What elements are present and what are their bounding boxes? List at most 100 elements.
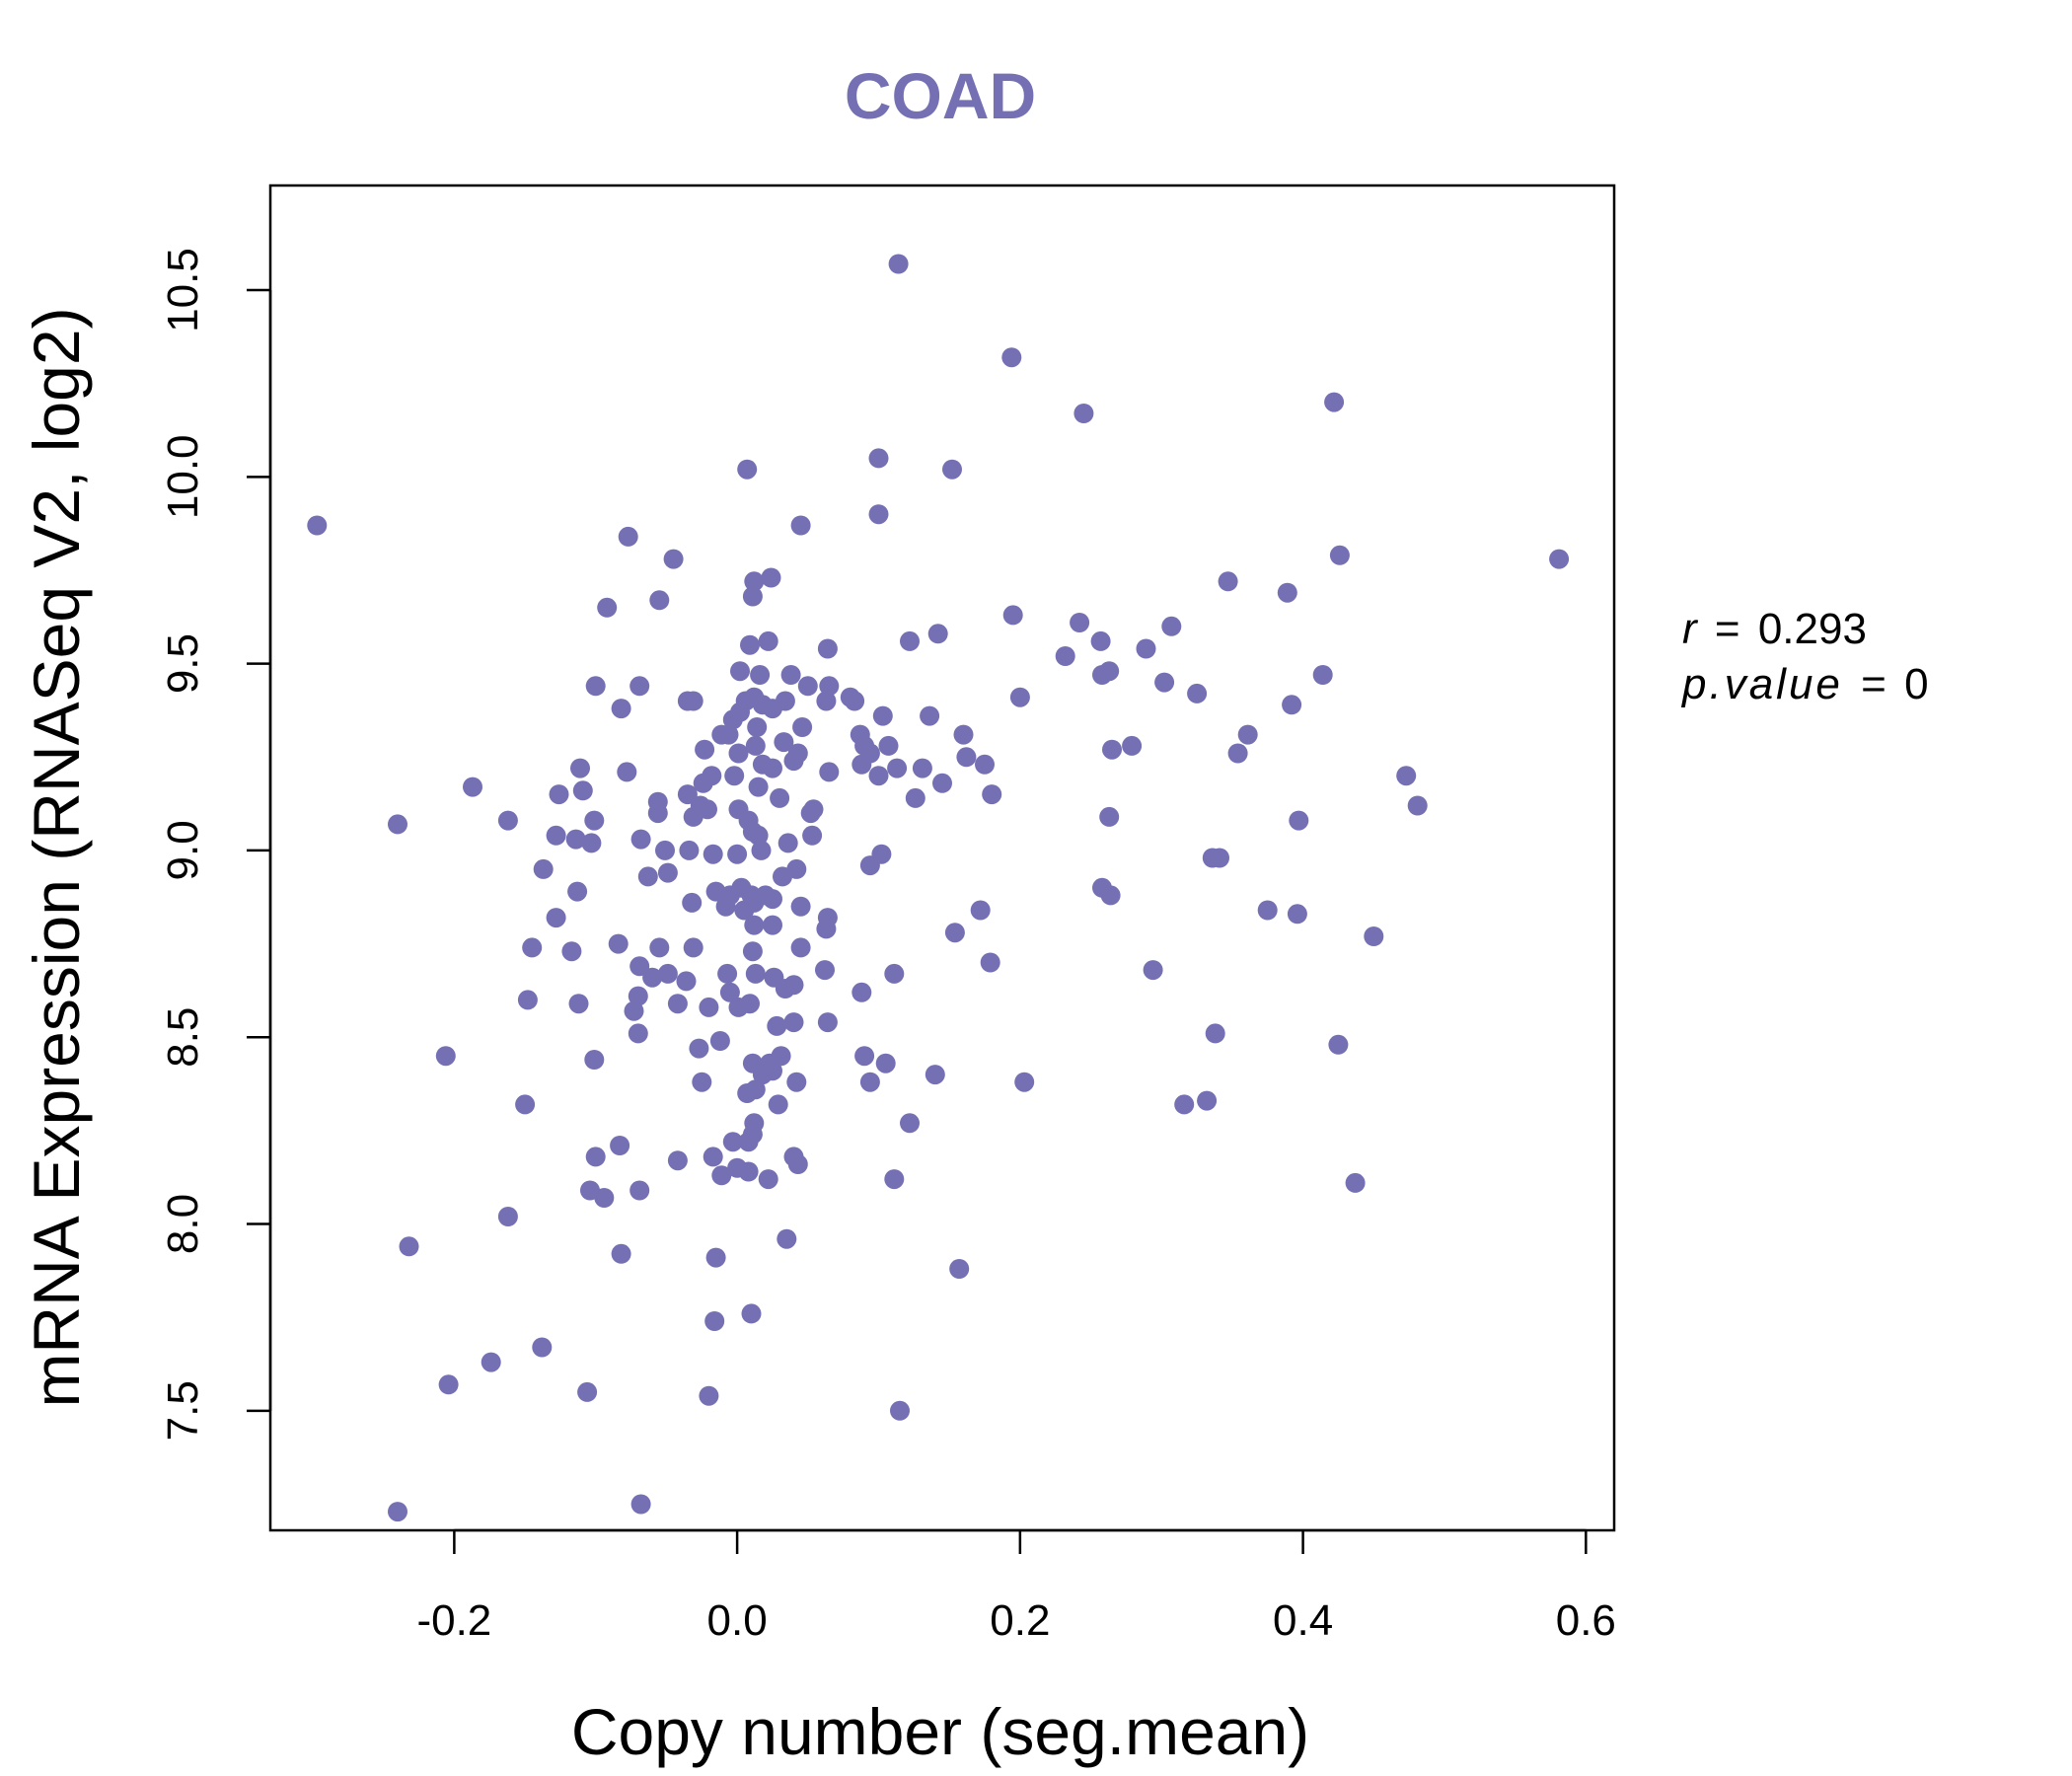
data-point (783, 1012, 804, 1033)
data-point (783, 751, 804, 772)
y-axis-label: mRNA Expression (RNASeq V2, log2) (20, 307, 93, 1407)
data-point (742, 1124, 763, 1145)
data-point (705, 1247, 726, 1268)
data-point (1364, 926, 1384, 946)
data-point (748, 777, 769, 797)
data-point (1073, 404, 1094, 423)
data-point (676, 971, 697, 992)
data-point (663, 549, 684, 569)
data-point (944, 923, 965, 943)
data-point (817, 1012, 838, 1033)
data-point (724, 766, 745, 786)
data-point (677, 784, 698, 805)
data-point (699, 997, 719, 1017)
data-point (859, 1072, 880, 1092)
data-point (549, 784, 569, 805)
data-point (817, 638, 838, 659)
data-point (900, 630, 920, 651)
data-point (1312, 665, 1333, 685)
data-point (905, 787, 925, 808)
x-tick-label: -0.2 (416, 1596, 491, 1645)
data-point (667, 1150, 688, 1171)
data-point (777, 1228, 797, 1249)
data-point (667, 994, 688, 1014)
data-point (1001, 347, 1022, 368)
data-point (738, 1161, 759, 1182)
data-point (1210, 848, 1229, 868)
data-point (868, 766, 889, 786)
data-point (797, 676, 818, 697)
data-point (1090, 630, 1111, 651)
y-tick-label: 10.5 (159, 248, 207, 333)
data-point (927, 624, 948, 644)
x-tick-label: 0.4 (1273, 1596, 1333, 1645)
data-point (565, 829, 586, 850)
data-point (722, 709, 743, 730)
p-symbol: p.value (1680, 660, 1843, 708)
data-point (1205, 1023, 1225, 1044)
data-points (307, 254, 1570, 1522)
data-point (1002, 605, 1023, 626)
data-point (655, 840, 675, 860)
data-point (763, 1061, 782, 1081)
data-point (740, 634, 760, 655)
data-point (872, 705, 893, 726)
data-point (618, 526, 638, 547)
data-point (1122, 735, 1143, 756)
data-point (1287, 904, 1307, 925)
data-point (740, 994, 760, 1014)
correlation-annotation: r = 0.293 p.value = 0 (1680, 605, 1929, 708)
data-point (630, 1494, 651, 1515)
data-point (727, 844, 748, 864)
data-point (975, 754, 995, 775)
y-axis: 7.5 8.0 8.5 9.0 9.5 10.0 10.5 (159, 248, 272, 1441)
data-point (1070, 613, 1090, 632)
data-point (932, 773, 952, 793)
data-point (1143, 960, 1163, 981)
data-point (682, 892, 703, 913)
data-point (792, 717, 813, 737)
data-point (800, 803, 821, 824)
data-point (730, 661, 750, 682)
data-point (704, 1311, 725, 1331)
data-point (702, 766, 722, 786)
data-point (561, 941, 582, 962)
data-point (767, 1015, 787, 1036)
data-point (597, 597, 618, 618)
data-point (912, 758, 932, 778)
data-point (949, 1259, 970, 1279)
data-point (624, 1000, 644, 1021)
data-point (711, 1165, 732, 1186)
data-point (522, 937, 543, 958)
data-point (715, 896, 736, 917)
data-point (816, 919, 837, 939)
data-point (438, 1374, 459, 1395)
data-point (388, 1502, 407, 1522)
data-point (703, 1147, 723, 1167)
data-point (875, 1053, 896, 1073)
data-point (751, 840, 772, 860)
data-point (854, 1046, 875, 1067)
data-point (572, 780, 593, 801)
data-point (816, 691, 837, 711)
data-point (758, 1169, 778, 1190)
data-point (497, 1207, 518, 1226)
data-point (750, 665, 771, 685)
data-point (546, 825, 566, 846)
data-point (532, 1337, 553, 1358)
data-point (1055, 646, 1075, 666)
data-point (758, 630, 778, 651)
data-point (970, 900, 991, 921)
data-point (719, 982, 740, 1002)
data-point (657, 862, 678, 883)
data-point (533, 858, 554, 879)
data-point (717, 963, 738, 984)
data-point (748, 825, 769, 846)
data-point (980, 952, 1000, 973)
data-point (773, 866, 792, 887)
data-point (683, 691, 703, 711)
data-point (884, 1169, 905, 1190)
data-point (629, 956, 650, 977)
data-point (1009, 687, 1030, 707)
